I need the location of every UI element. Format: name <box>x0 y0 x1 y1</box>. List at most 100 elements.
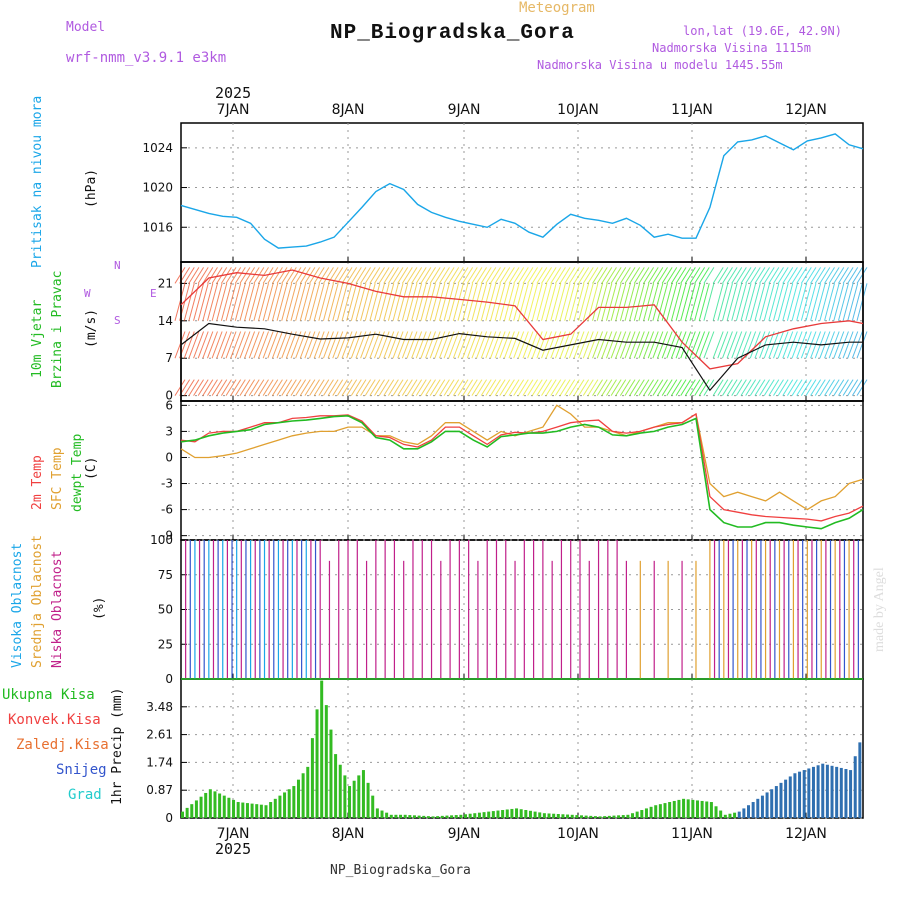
precip-bar <box>329 729 333 818</box>
wind-barb-stroke <box>230 379 242 396</box>
precip-bar <box>515 808 519 818</box>
precip-bar <box>408 815 412 818</box>
wind-barb-stroke <box>754 267 766 284</box>
wind-barb-stroke <box>745 267 757 284</box>
wind-barb-stroke <box>513 331 525 359</box>
wind-barb-stroke <box>573 283 585 321</box>
wind-barb-stroke <box>267 379 279 396</box>
wind-barb-stroke <box>847 283 859 321</box>
top-day-label: 9JAN <box>448 102 481 118</box>
wind-barb-stroke <box>244 267 256 284</box>
wind-barb-stroke <box>406 331 418 359</box>
wind-barb-stroke <box>383 331 395 359</box>
wind-barb-stroke <box>605 283 617 321</box>
precip-bar <box>287 789 291 818</box>
wind-barb-stroke <box>633 331 645 359</box>
wind-barb-stroke <box>346 331 358 359</box>
wind-barb-stroke <box>267 331 279 359</box>
wind-barb-stroke <box>220 379 232 396</box>
precip-bar <box>213 791 217 818</box>
wind-barb-stroke <box>346 267 358 284</box>
pressure-line <box>180 133 864 249</box>
wind-barb-stroke <box>633 379 645 396</box>
wind-barb-stroke <box>206 283 218 321</box>
precip-bar <box>227 797 231 818</box>
precip-bar <box>426 816 430 818</box>
wind-barb-stroke <box>476 267 487 284</box>
wind-barb-stroke <box>448 283 460 321</box>
precip-bar <box>343 775 347 818</box>
wind-barb-stroke <box>480 267 492 284</box>
wind-barb-stroke <box>735 267 747 284</box>
wind-barb-stroke <box>411 283 423 321</box>
precip-bar <box>245 803 249 818</box>
wind-barb-stroke <box>819 267 831 284</box>
wind-barb-stroke <box>295 283 307 321</box>
wind-barb-stroke <box>694 331 706 359</box>
wind-barb-stroke <box>244 283 256 321</box>
station-title: NP_Biogradska_Gora <box>330 22 575 45</box>
wind-barb-stroke <box>680 283 692 321</box>
wind-barb-stroke <box>851 267 863 284</box>
precip-bar <box>733 812 737 818</box>
precip-bar <box>793 773 797 818</box>
wind-barb-stroke <box>810 267 822 284</box>
wind-barb-stroke <box>350 267 362 284</box>
precip-bar <box>222 795 226 818</box>
wind-barb-stroke <box>490 379 501 396</box>
y-tick-label: 1.74 <box>146 755 173 769</box>
wind-barb-stroke <box>341 331 353 359</box>
wind-barb-stroke <box>216 283 228 321</box>
wind-barb-stroke <box>661 283 673 321</box>
wind-barb-stroke <box>313 331 325 359</box>
wind-barb-stroke <box>726 267 738 284</box>
wind-barb-stroke <box>346 283 358 321</box>
wind-barb-stroke <box>406 379 418 396</box>
wind-barb-stroke <box>763 283 775 321</box>
wind-barb-stroke <box>814 283 826 321</box>
wind-barb-stroke <box>749 283 761 321</box>
wind-barb-stroke <box>457 379 469 396</box>
wind-barb-stroke <box>559 379 571 396</box>
precip-bar <box>714 806 718 818</box>
wind-barb-stroke <box>837 331 849 359</box>
wind-barb-stroke <box>230 267 242 284</box>
wind-barb-stroke <box>670 379 682 396</box>
wind-barb-stroke <box>559 283 571 321</box>
wind-barb-stroke <box>735 331 747 359</box>
precip-bar <box>306 766 310 818</box>
wind-barb-stroke <box>842 283 854 321</box>
precip-bar <box>255 804 259 818</box>
precip-bar <box>482 812 486 818</box>
wind-barb-stroke <box>624 331 636 359</box>
wind-barb-stroke <box>438 283 450 321</box>
wind-barb-stroke <box>587 379 599 396</box>
wind-barb-stroke <box>731 331 743 359</box>
wind-barb-stroke <box>856 331 868 359</box>
precip-bar <box>617 815 621 818</box>
wind-barb-stroke <box>517 283 529 321</box>
y-tick-label: 3.48 <box>146 700 173 714</box>
precip-bar <box>491 811 495 818</box>
wind-barb-stroke <box>531 283 543 321</box>
bottom-day-label: 12JAN <box>785 826 827 842</box>
wind-barb-stroke <box>462 331 474 359</box>
wind-barb-stroke <box>341 267 353 284</box>
wind-barb-stroke <box>193 283 205 321</box>
wind-barb-stroke <box>657 379 668 396</box>
wind-barb-stroke <box>415 379 427 396</box>
wind-barb-stroke <box>606 379 617 396</box>
precip-bar <box>849 770 853 818</box>
wind-barb-stroke <box>550 379 562 396</box>
wind-barb-stroke <box>596 283 608 321</box>
wind-barb-stroke <box>851 283 863 321</box>
precip-bar <box>296 779 300 818</box>
wind-barb-stroke <box>499 267 511 284</box>
precip-bar <box>593 816 597 818</box>
precip-bar <box>399 814 403 818</box>
wind-barb-stroke <box>828 331 840 359</box>
wind-barb-stroke <box>587 283 599 321</box>
wind-barb-stroke <box>299 267 311 284</box>
wind-barb-stroke <box>601 283 613 321</box>
wind-barb-stroke <box>629 379 641 396</box>
